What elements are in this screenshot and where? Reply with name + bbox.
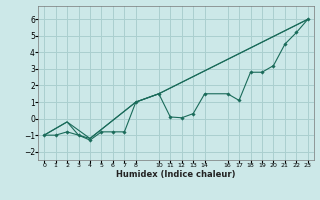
X-axis label: Humidex (Indice chaleur): Humidex (Indice chaleur)	[116, 170, 236, 179]
